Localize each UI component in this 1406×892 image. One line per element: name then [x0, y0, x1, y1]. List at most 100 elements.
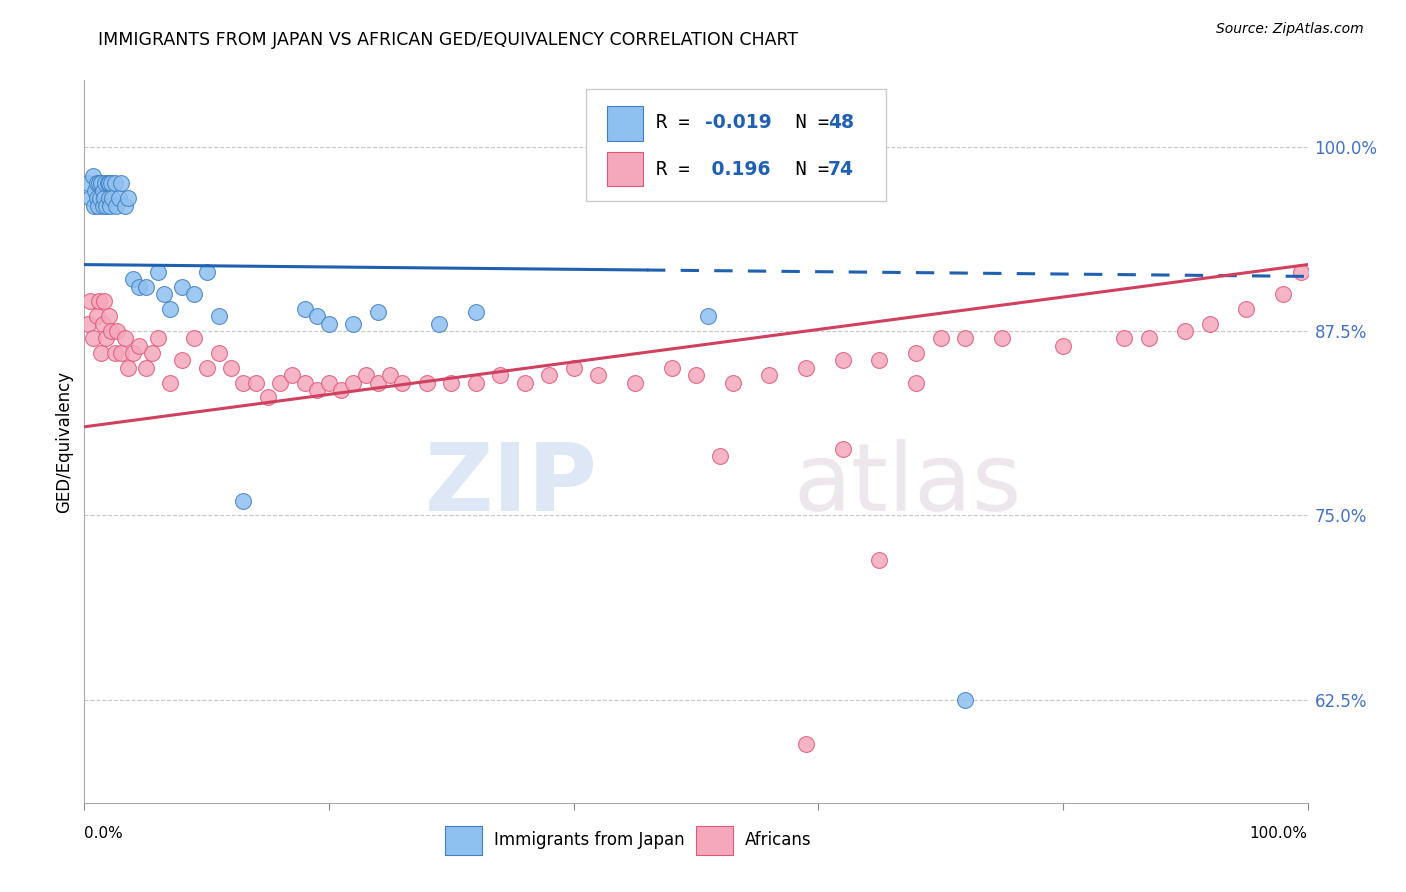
- Point: [342, 376, 364, 390]
- Text: Immigrants from Japan: Immigrants from Japan: [494, 831, 685, 849]
- Point: [269, 376, 291, 390]
- Point: [208, 309, 231, 323]
- Point: [794, 737, 817, 751]
- Point: [114, 331, 136, 345]
- Point: [991, 331, 1014, 345]
- Point: [146, 265, 169, 279]
- Point: [98, 199, 121, 213]
- Point: [195, 360, 218, 375]
- Point: [869, 353, 891, 368]
- Text: IMMIGRANTS FROM JAPAN VS AFRICAN GED/EQUIVALENCY CORRELATION CHART: IMMIGRANTS FROM JAPAN VS AFRICAN GED/EQU…: [98, 31, 799, 49]
- Point: [84, 184, 107, 198]
- Point: [294, 301, 316, 316]
- FancyBboxPatch shape: [586, 89, 886, 201]
- Point: [661, 360, 683, 375]
- Text: N =: N =: [773, 161, 841, 179]
- Point: [87, 177, 110, 191]
- Point: [1236, 301, 1258, 316]
- Point: [93, 191, 115, 205]
- Point: [380, 368, 402, 383]
- Point: [758, 368, 780, 383]
- Point: [110, 177, 132, 191]
- Point: [953, 692, 976, 706]
- Point: [1114, 331, 1136, 345]
- Point: [128, 339, 150, 353]
- Point: [96, 331, 118, 345]
- Y-axis label: GED/Equivalency: GED/Equivalency: [55, 370, 73, 513]
- Point: [1174, 324, 1197, 338]
- Point: [122, 346, 145, 360]
- Point: [105, 324, 128, 338]
- Point: [305, 309, 328, 323]
- Point: [367, 376, 389, 390]
- Point: [721, 376, 744, 390]
- Point: [159, 301, 181, 316]
- Point: [82, 331, 104, 345]
- Point: [86, 309, 108, 323]
- Point: [391, 376, 413, 390]
- Point: [91, 317, 114, 331]
- Point: [1291, 265, 1313, 279]
- Point: [83, 199, 105, 213]
- Point: [135, 360, 157, 375]
- Point: [159, 376, 181, 390]
- Point: [953, 331, 976, 345]
- Text: atlas: atlas: [794, 439, 1022, 531]
- Point: [79, 191, 101, 205]
- Point: [97, 177, 120, 191]
- Bar: [696, 826, 733, 855]
- Point: [86, 177, 108, 191]
- Text: -0.019: -0.019: [704, 113, 772, 132]
- Text: R =: R =: [655, 113, 700, 132]
- Point: [128, 279, 150, 293]
- Point: [538, 368, 561, 383]
- Point: [87, 294, 110, 309]
- Point: [96, 199, 118, 213]
- Point: [87, 199, 110, 213]
- Point: [294, 376, 316, 390]
- Point: [1272, 287, 1295, 301]
- Point: [104, 346, 127, 360]
- Bar: [606, 106, 644, 141]
- Point: [117, 191, 139, 205]
- Point: [305, 383, 328, 397]
- Point: [489, 368, 512, 383]
- Point: [86, 191, 108, 205]
- Point: [624, 376, 647, 390]
- Point: [100, 324, 122, 338]
- Text: 0.0%: 0.0%: [84, 826, 124, 841]
- Point: [513, 376, 536, 390]
- Point: [94, 177, 117, 191]
- Point: [77, 317, 100, 331]
- Point: [208, 346, 231, 360]
- Point: [427, 317, 450, 331]
- Point: [110, 346, 132, 360]
- Point: [219, 360, 242, 375]
- Point: [257, 390, 280, 404]
- Point: [135, 279, 157, 293]
- Text: 74: 74: [828, 161, 853, 179]
- Point: [91, 199, 114, 213]
- Point: [77, 177, 100, 191]
- Point: [89, 191, 111, 205]
- Point: [367, 305, 389, 319]
- Bar: [606, 152, 644, 186]
- Point: [97, 177, 120, 191]
- Point: [97, 191, 120, 205]
- Point: [114, 199, 136, 213]
- Point: [330, 383, 353, 397]
- Point: [100, 177, 122, 191]
- Point: [122, 272, 145, 286]
- Point: [697, 309, 720, 323]
- Point: [354, 368, 377, 383]
- Text: ZIP: ZIP: [425, 439, 598, 531]
- Text: Africans: Africans: [745, 831, 811, 849]
- Point: [153, 287, 176, 301]
- Point: [195, 265, 218, 279]
- Point: [281, 368, 304, 383]
- Point: [562, 360, 585, 375]
- Point: [586, 368, 609, 383]
- Point: [1052, 339, 1074, 353]
- Point: [831, 442, 853, 456]
- Point: [245, 376, 267, 390]
